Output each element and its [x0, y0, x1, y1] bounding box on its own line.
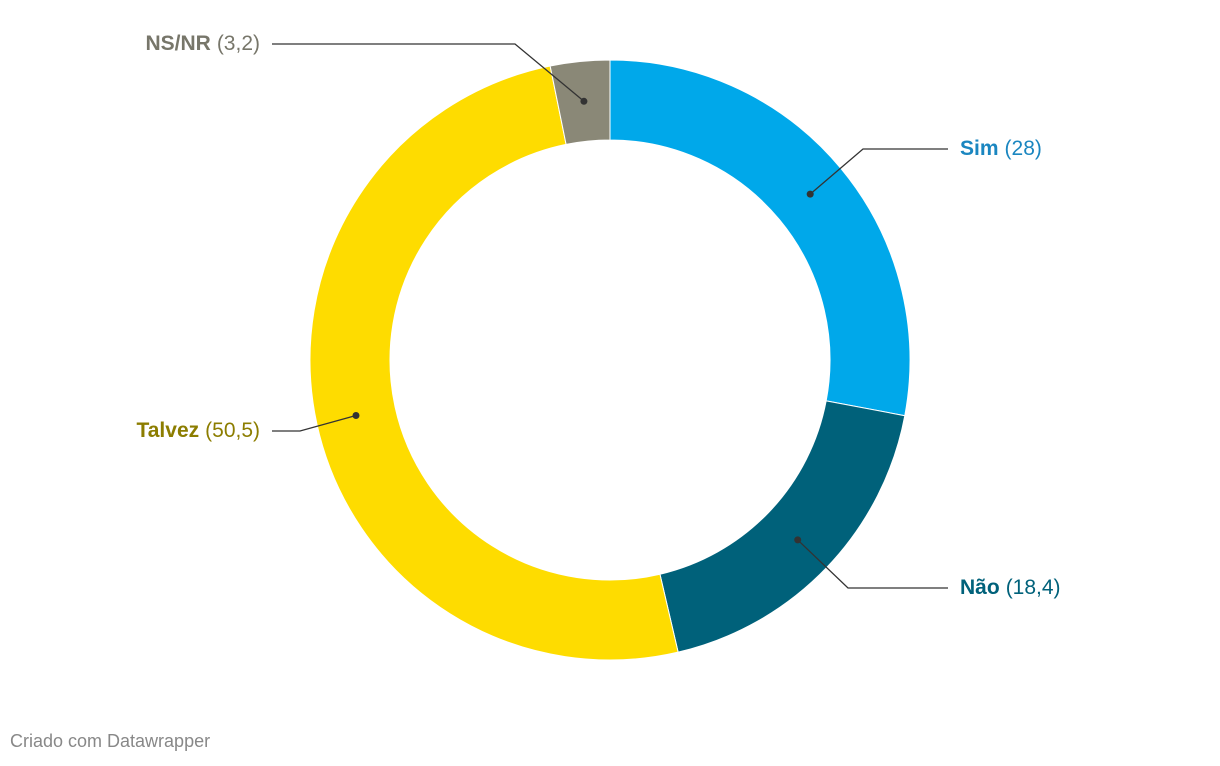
slice-label: Não (18,4) [960, 576, 1061, 599]
category-label: NS/NR [145, 32, 210, 55]
value-label: (50,5) [205, 419, 260, 442]
value-label: (28) [1005, 137, 1042, 160]
leader-line [272, 43, 585, 102]
leader-dot [352, 411, 360, 419]
slice [549, 59, 611, 146]
leader-line [797, 539, 948, 589]
slice [309, 65, 679, 661]
credit: Criado com Datawrapper [10, 731, 210, 751]
category-label: Sim [960, 137, 999, 160]
value-label: (18,4) [1006, 576, 1061, 599]
slice [659, 400, 906, 653]
slice-label: NS/NR (3,2) [145, 32, 260, 55]
category-label: Não [960, 576, 1000, 599]
leader-dot [794, 536, 802, 544]
slice-label: Talvez (50,5) [136, 419, 260, 442]
slice-label: Sim (28) [960, 137, 1042, 160]
leader-line [809, 148, 948, 195]
value-label: (3,2) [217, 32, 260, 55]
category-label: Talvez [136, 419, 199, 442]
leader-dot [580, 97, 588, 105]
leader-line [272, 414, 357, 432]
slice [609, 59, 911, 417]
leader-dot [806, 190, 814, 198]
